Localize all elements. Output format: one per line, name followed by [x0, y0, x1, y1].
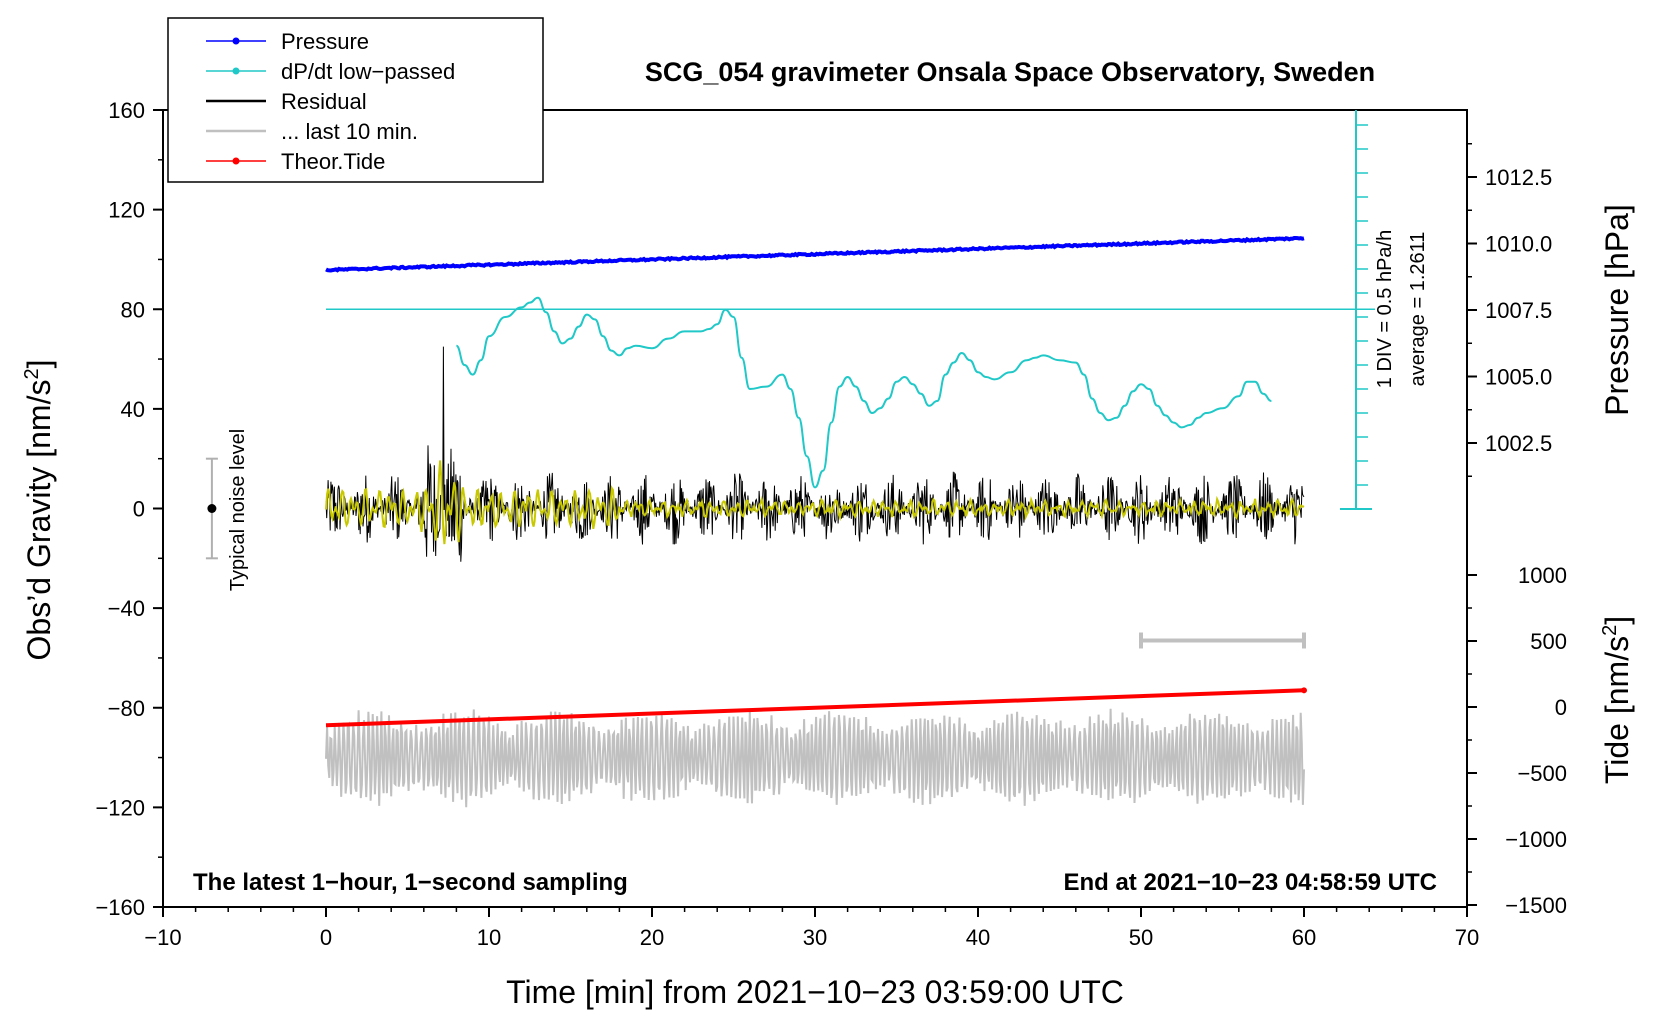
legend-item: Pressure	[206, 29, 369, 54]
residual-line	[325, 346, 1305, 562]
y-left-tick-label: 80	[121, 297, 145, 322]
x-tick-label: 40	[966, 925, 990, 950]
legend-item: dP/dt low−passed	[206, 59, 455, 84]
y-left-tick-label: 0	[133, 497, 145, 522]
dpdt-lowpassed-line	[455, 296, 1272, 489]
noise-level-indicator	[205, 457, 218, 560]
last-10-min-window-bar	[1139, 632, 1306, 649]
y-tide-tick-label: 1000	[1518, 563, 1567, 588]
y-tide-tick-label: −500	[1517, 761, 1567, 786]
y-tide-axis-title: Tide [nm/s2]	[1599, 616, 1635, 784]
legend-item: Residual	[206, 89, 367, 114]
series-layer	[325, 236, 1375, 808]
dpdt-div-scale	[1340, 110, 1372, 510]
bottom-right-note: End at 2021−10−23 04:58:59 UTC	[1063, 869, 1437, 896]
theor-tide-end-point	[1301, 687, 1307, 694]
y-left-tick-label: −160	[95, 895, 145, 920]
legend: Pressure dP/dt low−passed Residual ... last…	[167, 17, 544, 183]
legend-item: ... last 10 min.	[206, 119, 418, 144]
x-tick-label: 50	[1129, 925, 1153, 950]
legend-label: Theor.Tide	[281, 149, 385, 174]
noise-bar-center-dot	[207, 504, 217, 513]
y-pressure-tick-label: 1005.0	[1485, 365, 1552, 390]
x-tick-label: 60	[1292, 925, 1316, 950]
legend-label: Residual	[281, 89, 367, 114]
legend-swatch-marker	[232, 37, 240, 45]
theor-tide-line	[325, 688, 1305, 728]
last-10-min-line	[325, 708, 1305, 808]
y-tide-tick-label: −1500	[1505, 893, 1567, 918]
legend-swatch-marker	[232, 157, 240, 165]
x-axis-title: Time [min] from 2021−10−23 03:59:00 UTC	[506, 974, 1124, 1010]
chart-title: SCG_054 gravimeter Onsala Space Observat…	[645, 57, 1375, 87]
y-pressure-tick-label: 1010.0	[1485, 232, 1552, 257]
y-pressure-axis-title: Pressure [hPa]	[1599, 204, 1635, 416]
noise-level-label: Typical noise level	[227, 429, 249, 591]
y-left-axis-title: Obs’d Gravity [nm/s2]	[21, 360, 57, 661]
div-scale-label: 1 DIV = 0.5 hPa/h	[1374, 230, 1396, 388]
y-tide-axis-ticks: 1000 500 0 −500 −1000 −1500	[1467, 563, 1567, 918]
y-tide-tick-label: −1000	[1505, 827, 1567, 852]
pressure-line	[325, 236, 1305, 273]
y-pressure-axis-ticks: 1012.5 1010.0 1007.5 1005.0 1002.5	[1467, 143, 1552, 477]
x-tick-label: 70	[1455, 925, 1479, 950]
y-pressure-tick-label: 1002.5	[1485, 431, 1552, 456]
y-left-tick-label: 160	[108, 98, 145, 123]
legend-item: Theor.Tide	[206, 149, 385, 174]
y-left-tick-label: −120	[95, 795, 145, 820]
x-tick-label: 30	[803, 925, 827, 950]
legend-label: Pressure	[281, 29, 369, 54]
div-average-label: average = 1.2611	[1407, 232, 1429, 387]
y-pressure-tick-label: 1007.5	[1485, 298, 1552, 323]
x-axis-ticks: −10 0 10 20 30 40 50 60 70	[144, 907, 1479, 950]
y-left-tick-label: −80	[108, 696, 145, 721]
y-left-tick-label: 40	[121, 397, 145, 422]
x-tick-label: −10	[144, 925, 181, 950]
legend-label: ... last 10 min.	[281, 119, 418, 144]
y-tide-tick-label: 500	[1530, 629, 1567, 654]
legend-label: dP/dt low−passed	[281, 59, 455, 84]
legend-swatch-marker	[232, 67, 240, 75]
y-pressure-tick-label: 1012.5	[1485, 165, 1552, 190]
y-tide-tick-label: 0	[1555, 695, 1567, 720]
y-left-axis-ticks: 160 120 80 40 0 −40 −80 −120 −160	[95, 98, 163, 920]
bottom-left-note: The latest 1−hour, 1−second sampling	[193, 869, 628, 896]
residual-lowpass-line	[325, 460, 1305, 545]
x-tick-label: 20	[640, 925, 664, 950]
x-tick-label: 0	[320, 925, 332, 950]
x-tick-label: 10	[477, 925, 501, 950]
y-left-tick-label: −40	[108, 596, 145, 621]
y-left-tick-label: 120	[108, 198, 145, 223]
